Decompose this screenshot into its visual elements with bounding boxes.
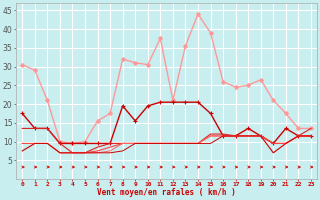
X-axis label: Vent moyen/en rafales ( km/h ): Vent moyen/en rafales ( km/h )	[97, 188, 236, 197]
